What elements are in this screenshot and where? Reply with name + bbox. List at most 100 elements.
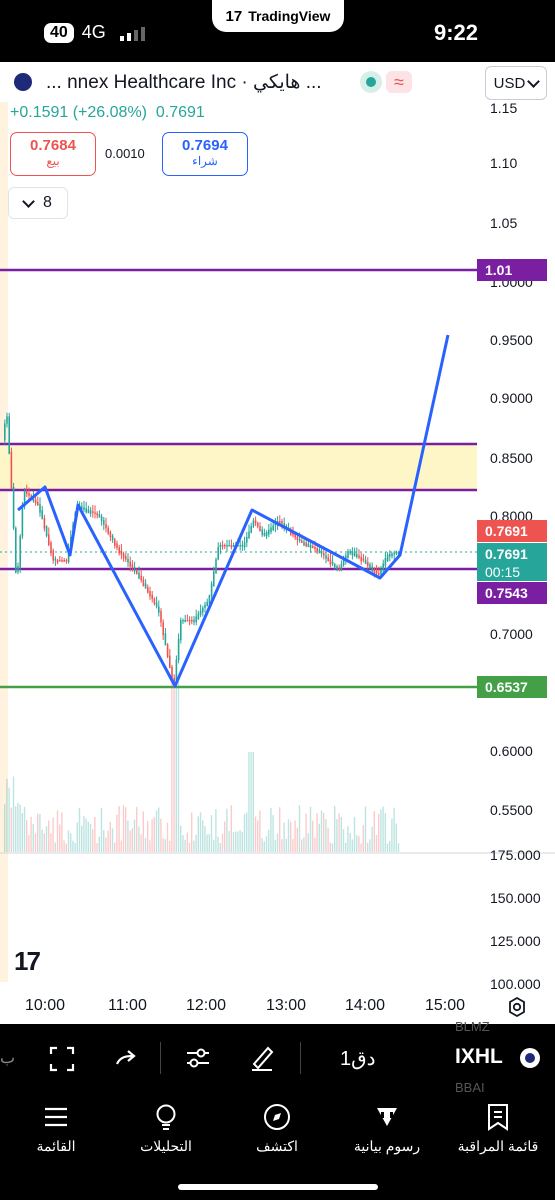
candle-body [15,528,17,573]
toolbar-symbol[interactable]: IXHL [455,1045,503,1068]
bar-countdown: 00:15 [485,564,521,580]
nav-label: القائمة [36,1138,76,1154]
candle-body [312,546,314,549]
lightbulb-icon [116,1102,216,1132]
tradingview-pill[interactable]: 17 TradingView [212,0,344,32]
volume-bar [92,829,94,852]
candle-body [263,532,266,536]
indicators-collapse-button[interactable]: 8 [8,187,68,219]
candle-body [351,551,354,556]
candle-body [63,560,65,562]
volume-bar [173,682,175,852]
currency-dropdown[interactable]: USD [485,66,547,100]
home-indicator[interactable] [178,1184,378,1190]
interval-button[interactable]: 1دق [340,1048,376,1070]
volume-bar [237,831,239,852]
volume-bar [78,808,81,852]
candle-body [248,531,250,539]
volume-bar [54,842,56,852]
volume-bar [197,816,199,852]
candle-body [274,523,277,526]
candle-body [241,545,244,547]
candle-body [259,526,261,532]
volume-bar [50,833,52,852]
candle-body [50,542,52,554]
nav-explore[interactable]: اكتشف [227,1102,327,1155]
candles-icon [337,1102,437,1132]
volume-bar [224,821,226,852]
candle-body [6,416,8,424]
tradingview-watermark-icon[interactable]: 17 [14,946,41,976]
volume-bar [358,836,360,852]
candle-body [186,620,189,622]
compass-icon [227,1102,327,1132]
symbol-logo-icon[interactable] [520,1048,540,1068]
candle-body [195,616,197,623]
candle-body [100,516,103,522]
volume-bar [96,843,98,852]
candle-body [155,602,158,607]
buy-button[interactable]: 0.7694 شراء [162,132,248,176]
volume-bar [257,820,259,852]
fullscreen-icon[interactable] [48,1045,76,1073]
volume-bar [380,809,382,852]
candle-body [28,493,30,496]
status-bar: 40 4G 17 TradingView 9:22 [0,0,555,62]
volume-axis-label: 150.000 [490,890,541,906]
drawing-tools-icon[interactable] [248,1042,276,1072]
share-arrow-icon[interactable] [114,1048,138,1070]
volume-bar [87,821,89,852]
candle-body [362,558,365,561]
volume-bar [360,843,362,852]
volume-bar [147,821,149,852]
sell-button[interactable]: 0.7684 بيع [10,132,96,176]
candle-body [199,610,202,615]
current-price: 0.7691 [485,546,528,562]
nav-ideas[interactable]: التحليلات [116,1102,216,1155]
nav-menu[interactable]: القائمة [6,1102,106,1155]
candle-body [188,620,191,622]
candle-body [144,583,147,589]
volume-bar [230,805,232,852]
candle-body [301,540,303,543]
indicator-count: 8 [43,194,52,211]
candle-body [395,552,398,554]
candle-body [92,511,94,513]
volume-bar [334,805,336,852]
candle-body [336,566,338,570]
chevron-down-icon [22,194,35,208]
price-tag-green: 0.7691 00:15 [477,543,547,581]
chart-settings-icon[interactable] [505,995,529,1019]
volume-bar [131,828,133,852]
market-status-icon[interactable] [360,71,382,93]
symbol-name[interactable]: ... nnex Healthcare Inc · هايكي ... [46,72,322,93]
nav-charts[interactable]: رسوم بيانية [337,1102,437,1155]
candle-body [8,416,10,454]
extended-hours-icon[interactable]: ≈ [386,71,412,93]
volume-bar [243,814,246,852]
candle-body [296,536,299,540]
candle-body [349,551,351,554]
volume-bar [56,810,59,852]
candle-body [309,544,312,549]
volume-bar [149,840,151,852]
pattern-drawing[interactable] [17,334,450,688]
price-chart[interactable] [0,102,555,982]
volume-bar [382,806,384,852]
candle-body [382,563,384,571]
volume-bar [122,805,125,852]
volume-bar [276,833,279,852]
indicators-icon[interactable] [184,1044,212,1072]
sell-price: 0.7684 [30,137,76,154]
nav-watchlist[interactable]: قائمة المراقبة [448,1102,548,1155]
candle-body [338,568,340,570]
candle-body [380,569,382,576]
candle-body [391,553,393,557]
volume-bar [391,818,393,852]
volume-bar [26,819,28,852]
volume-bar [127,820,129,852]
candle-body [111,535,114,541]
volume-bar [272,814,274,852]
candle-body [171,666,173,679]
axis-label: 0.9500 [490,332,533,348]
